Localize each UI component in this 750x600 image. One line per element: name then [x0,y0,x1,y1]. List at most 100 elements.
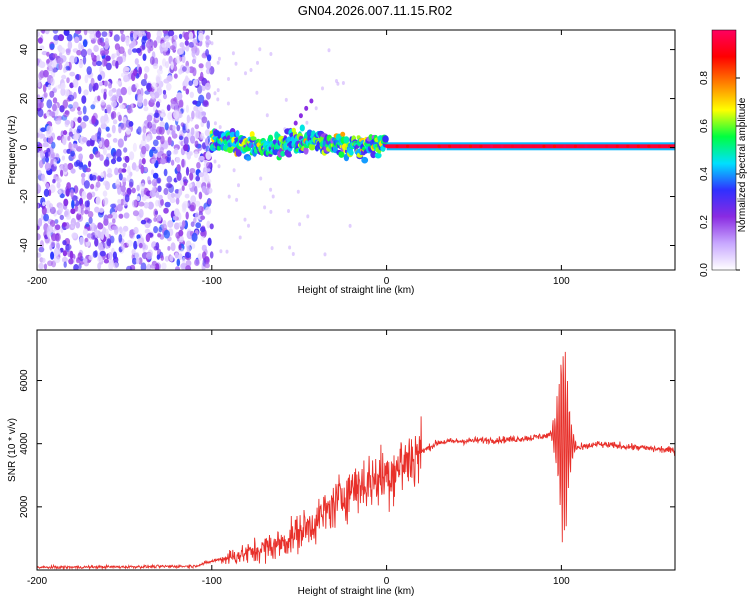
noise-cell [112,94,119,100]
noise-cell [45,183,50,190]
noise-cell [205,68,211,75]
noise-cell [181,158,185,168]
noise-cell [178,235,184,243]
noise-cell [80,208,85,216]
noise-cell [207,187,213,194]
noise-cell [195,222,202,229]
noise-cell [269,187,273,192]
noise-cell [125,119,131,128]
noise-cell [66,214,71,220]
noise-cell [98,81,103,87]
noise-cell [152,139,159,147]
noise-cell [105,55,111,62]
noise-cell [146,114,153,122]
noise-cell [59,193,65,199]
noise-cell [171,129,176,136]
noise-cell [180,263,187,270]
signal-cell [343,136,350,144]
noise-cell [65,110,70,116]
noise-cell [73,117,78,122]
noise-cell [123,66,130,72]
noise-cell [143,201,149,209]
noise-cell [213,159,217,164]
noise-cell [249,68,253,72]
noise-cell [49,43,55,50]
noise-cell [194,200,201,207]
noise-cell [126,239,133,247]
noise-cell [178,244,182,251]
noise-cell [76,49,82,56]
noise-cell [107,214,113,219]
spectrogram-frame [36,29,676,271]
noise-cell [161,42,167,48]
noise-cell [63,148,68,154]
noise-cell [120,185,126,193]
noise-cell [91,115,96,124]
noise-cell [181,185,185,192]
noise-cell [182,66,187,72]
noise-cell [115,60,119,69]
noise-cell [84,237,89,243]
noise-cell [232,168,236,173]
noise-cell [237,183,240,188]
signal-cell [521,144,525,148]
noise-cell [194,140,199,148]
noise-cell [44,162,51,171]
noise-cell [62,99,68,109]
noise-cell [216,97,220,102]
noise-cell [188,41,195,48]
noise-cell [173,34,178,41]
noise-cell [176,92,183,101]
noise-cell [110,211,118,220]
noise-cell [198,191,203,200]
noise-cell [156,135,162,140]
noise-cell [100,231,104,241]
noise-cell [98,207,104,213]
noise-cell [66,33,73,42]
noise-cell [112,138,118,143]
noise-cell [53,34,60,41]
noise-cell [186,114,191,124]
signal-cell [226,146,234,154]
noise-cell [175,266,180,270]
noise-cell [75,73,80,81]
noise-cell [185,166,190,176]
noise-cell [82,115,89,122]
noise-cell [134,58,139,65]
noise-cell [66,182,71,191]
noise-cell [50,241,56,248]
noise-cell [258,47,262,52]
noise-cell [55,176,60,182]
noise-cell [161,262,167,270]
noise-cell [70,189,74,198]
noise-cell [191,58,197,65]
noise-cell [73,143,79,149]
noise-cell [92,250,98,258]
spectrogram-marks [37,30,675,270]
colorbar-ticks: 0.0 0.2 0.4 0.6 0.8 [699,71,740,277]
noise-cell [118,114,122,122]
noise-cell [178,33,183,40]
noise-cell [117,138,124,148]
noise-cell [226,101,230,106]
noise-cell [196,162,201,169]
noise-cell [151,82,158,89]
noise-cell [37,152,40,158]
noise-cell [167,136,172,146]
noise-cell [195,181,202,188]
noise-cell [57,44,63,53]
noise-cell [77,116,82,123]
noise-cell [37,184,42,193]
noise-cell [72,78,79,88]
noise-cell [56,181,61,189]
noise-cell [65,61,69,68]
noise-cell [81,190,87,200]
noise-cell [190,221,195,227]
noise-cell [225,249,229,254]
snr-ytick-label: 6000 [19,369,30,392]
noise-cell [166,83,172,91]
noise-cell [127,104,132,114]
noise-cell [146,135,151,143]
noise-cell [205,151,212,160]
noise-cell [63,198,69,207]
